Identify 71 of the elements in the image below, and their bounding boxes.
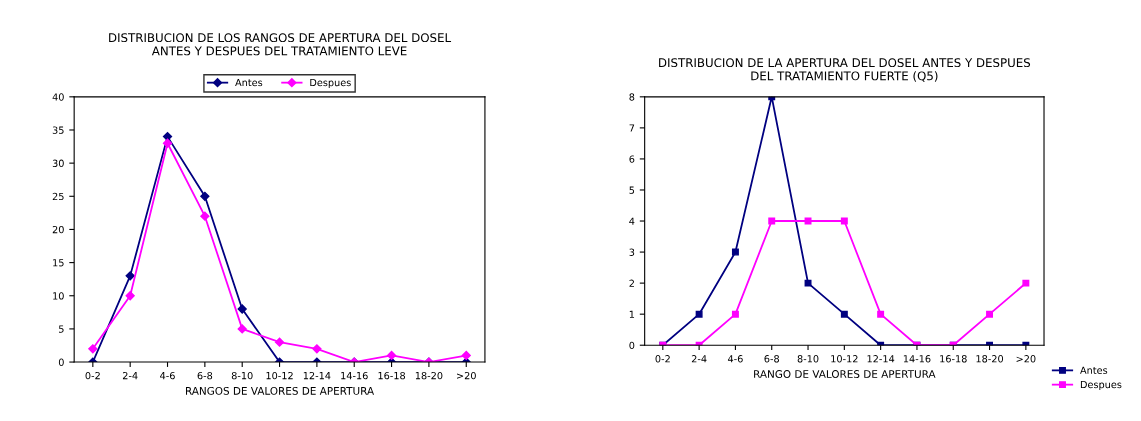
y-tick-label: 3 — [629, 248, 635, 256]
x-tick-label: 18-20 — [976, 355, 1004, 363]
point — [986, 310, 994, 318]
point — [695, 310, 703, 318]
x-tick-label: 8-10 — [797, 355, 819, 363]
y-tick-label: 0 — [629, 341, 635, 350]
point — [237, 304, 247, 314]
y-tick-label: 20 — [52, 225, 64, 234]
point — [461, 350, 471, 361]
x-tick-label: >20 — [457, 371, 476, 380]
point — [804, 217, 812, 225]
y-tick-label: 1 — [629, 310, 635, 318]
x-tick-label: 16-18 — [378, 371, 406, 380]
y-tick-label: 8 — [629, 93, 635, 101]
x-tick-label: 0-2 — [655, 355, 670, 363]
x-tick-label: 4-6 — [160, 371, 175, 380]
x-tick-label: 2-4 — [122, 371, 138, 380]
x-tick-label: 0-2 — [85, 371, 100, 380]
point — [804, 279, 812, 287]
point — [125, 291, 135, 301]
y-tick-label: 30 — [52, 159, 64, 167]
x-axis-title: RANGO DE VALORES DE APERTURA — [754, 370, 936, 378]
y-tick-label: 4 — [629, 217, 635, 225]
legend-label: Antes — [1080, 366, 1108, 374]
y-tick-label: 5 — [59, 325, 64, 333]
point — [200, 191, 210, 201]
point — [840, 217, 848, 225]
point — [88, 344, 98, 354]
y-tick-label: 15 — [53, 259, 64, 267]
x-tick-label: 16-18 — [940, 355, 967, 363]
legend-label: Despues — [310, 78, 351, 89]
point — [386, 350, 397, 361]
y-tick-label: 6 — [629, 155, 635, 163]
chart-title: DISTRIBUCION DE LA APERTURA DEL DOSEL ANTES Y DESPUES DEL TRATAMIENTO FUERTE (Q5) — [659, 58, 1031, 82]
y-tick-label: 7 — [629, 124, 635, 132]
point — [312, 344, 322, 354]
y-tick-label: 35 — [52, 126, 64, 134]
y-tick-label: 10 — [53, 292, 64, 300]
point — [877, 310, 885, 318]
chart-title: DISTRIBUCION DE LOS RANGOS DE APERTURA DEL DOSEL ANTES Y DESPUES DEL TRATAMIENTO LEVE — [109, 33, 452, 56]
point — [125, 271, 135, 281]
point — [731, 248, 739, 256]
point — [768, 217, 776, 225]
legend-label: Despues — [1080, 380, 1122, 391]
point — [162, 138, 173, 148]
x-tick-label: 8-10 — [231, 371, 253, 380]
x-tick-label: 6-8 — [764, 355, 780, 363]
x-tick-label: 4-6 — [727, 355, 743, 363]
x-tick-label: 14-16 — [903, 355, 931, 363]
point — [200, 211, 210, 221]
point — [1022, 279, 1030, 287]
x-tick-label: 10-12 — [266, 371, 293, 380]
point — [731, 310, 739, 318]
y-tick-label: 0 — [58, 358, 64, 366]
x-tick-label: 12-14 — [303, 371, 331, 380]
y-tick-label: 5 — [629, 186, 635, 194]
y-tick-label: 2 — [629, 279, 634, 287]
y-tick-label: 40 — [52, 93, 64, 101]
x-tick-label: 6-8 — [197, 371, 213, 380]
y-tick-label: 25 — [52, 192, 64, 201]
x-tick-label: 2-4 — [691, 355, 707, 363]
x-tick-label: 12-14 — [867, 355, 895, 363]
legend-label: Antes — [235, 78, 263, 87]
point — [237, 324, 247, 334]
point — [840, 310, 848, 318]
x-tick-label: >20 — [1016, 355, 1036, 363]
x-tick-label: 18-20 — [415, 371, 443, 380]
x-axis-title: RANGOS DE VALORES DE APERTURA — [186, 386, 375, 395]
point — [274, 337, 285, 347]
x-tick-label: 10-12 — [831, 355, 858, 363]
x-tick-label: 14-16 — [341, 371, 368, 380]
